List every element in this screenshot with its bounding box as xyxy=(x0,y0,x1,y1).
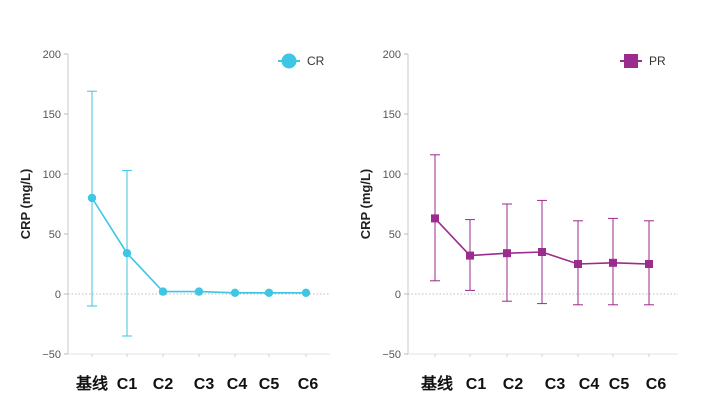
data-point xyxy=(503,249,511,258)
x-category-label: 基线 xyxy=(420,374,453,393)
data-point xyxy=(194,287,204,296)
y-tick-label: 100 xyxy=(43,169,61,181)
y-tick-label: 50 xyxy=(389,229,401,241)
series-line xyxy=(91,197,306,294)
y-tick-label: 0 xyxy=(55,289,61,301)
x-category-label: C6 xyxy=(298,376,319,393)
legend-label: CR xyxy=(307,54,325,68)
y-tick-label: 100 xyxy=(383,169,401,181)
data-point xyxy=(158,287,168,296)
x-category-label: C1 xyxy=(117,376,138,393)
x-category-label: 基线 xyxy=(75,374,108,393)
y-tick-label: 0 xyxy=(395,289,401,301)
x-category-label: C2 xyxy=(503,376,524,393)
x-category-label: C4 xyxy=(227,376,248,393)
data-point xyxy=(538,248,546,256)
y-tick-label: 150 xyxy=(383,109,401,121)
data-point xyxy=(264,288,274,297)
y-tick-label: 50 xyxy=(49,229,61,241)
legend-marker xyxy=(281,53,297,69)
y-tick-label: 200 xyxy=(383,49,401,61)
legend-marker xyxy=(624,54,638,68)
x-category-label: C5 xyxy=(259,376,280,393)
data-point xyxy=(645,260,653,268)
y-tick-label: 200 xyxy=(43,49,61,61)
data-point xyxy=(301,288,311,297)
data-point xyxy=(230,288,240,297)
y-tick-label: 150 xyxy=(43,109,61,121)
data-point xyxy=(87,193,97,203)
data-point xyxy=(431,214,439,223)
x-category-label: C3 xyxy=(545,376,566,393)
data-point xyxy=(609,258,617,267)
x-category-label: C2 xyxy=(153,376,174,393)
x-category-label: C3 xyxy=(194,376,215,393)
y-axis-title: CRP (mg/L) xyxy=(358,169,373,240)
y-tick-label: −50 xyxy=(382,349,401,361)
legend-label: PR xyxy=(649,54,666,68)
data-point xyxy=(466,251,474,260)
data-point xyxy=(122,249,132,258)
x-category-label: C6 xyxy=(646,376,667,393)
x-category-label: C5 xyxy=(609,376,630,393)
y-axis-title: CRP (mg/L) xyxy=(18,169,33,240)
x-category-label: C1 xyxy=(466,376,487,393)
y-tick-label: −50 xyxy=(42,349,61,361)
x-category-label: C4 xyxy=(579,376,600,393)
data-point xyxy=(574,260,582,268)
